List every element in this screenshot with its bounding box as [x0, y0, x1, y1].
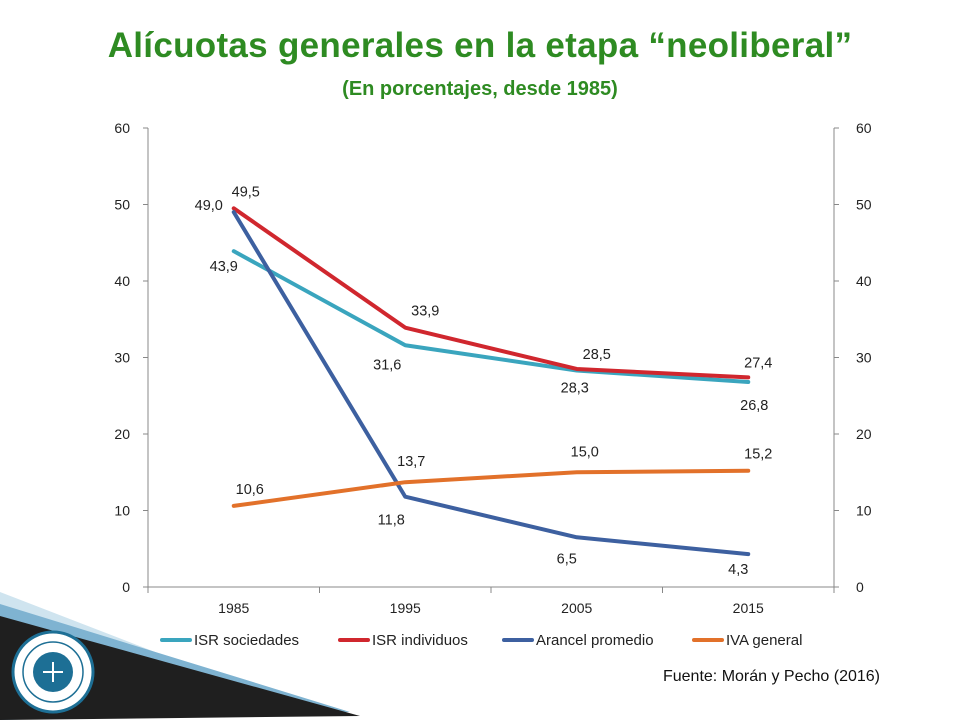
- x-tick-label: 2005: [561, 600, 592, 616]
- y-tick-label-left: 60: [114, 120, 130, 136]
- y-tick-label-right: 50: [856, 197, 872, 213]
- data-label: 28,5: [583, 347, 611, 363]
- y-tick-label-right: 10: [856, 503, 872, 519]
- data-label: 49,5: [232, 184, 260, 200]
- data-label: 43,9: [210, 259, 238, 275]
- y-tick-label-left: 40: [114, 273, 130, 289]
- data-label: 33,9: [411, 304, 439, 320]
- y-tick-label-right: 20: [856, 426, 872, 442]
- legend-label: Arancel promedio: [536, 632, 654, 649]
- legend-label: IVA general: [726, 632, 802, 649]
- y-tick-label-left: 20: [114, 426, 130, 442]
- y-tick-label-right: 30: [856, 350, 872, 366]
- x-tick-label: 1995: [390, 600, 421, 616]
- data-label: 11,8: [378, 513, 405, 529]
- series-line: [231, 468, 751, 508]
- x-tick-label: 2015: [733, 600, 764, 616]
- data-label: 28,3: [561, 381, 589, 397]
- data-label: 6,5: [557, 551, 577, 567]
- data-label: 13,7: [397, 454, 425, 470]
- decor-streak: [0, 616, 360, 720]
- series-line: [231, 210, 751, 557]
- data-label: 31,6: [373, 357, 401, 373]
- y-tick-label-right: 40: [856, 273, 872, 289]
- legend-label: ISR sociedades: [194, 632, 299, 649]
- y-tick-label-left: 50: [114, 197, 130, 213]
- chart-subtitle: (En porcentajes, desde 1985): [342, 78, 618, 100]
- data-label: 27,4: [744, 355, 772, 371]
- data-label: 49,0: [195, 198, 223, 214]
- y-tick-label-left: 10: [114, 503, 130, 519]
- y-tick-label-left: 30: [114, 350, 130, 366]
- x-tick-label: 1985: [218, 600, 249, 616]
- data-label: 4,3: [728, 562, 748, 578]
- legend-label: ISR individuos: [372, 632, 468, 649]
- source-note: Fuente: Morán y Pecho (2016): [662, 668, 880, 685]
- data-label: 15,0: [571, 444, 599, 460]
- series-line: [231, 249, 751, 384]
- data-label: 15,2: [744, 447, 772, 463]
- data-label: 10,6: [236, 482, 264, 498]
- chart-title: Alícuotas generales en la etapa “neolibe…: [107, 26, 853, 65]
- y-tick-label-right: 0: [856, 579, 864, 595]
- data-label: 26,8: [740, 398, 768, 414]
- series-line: [231, 206, 751, 380]
- y-tick-label-right: 60: [856, 120, 872, 136]
- institution-seal-logo: [11, 630, 95, 714]
- y-tick-label-left: 0: [122, 579, 130, 595]
